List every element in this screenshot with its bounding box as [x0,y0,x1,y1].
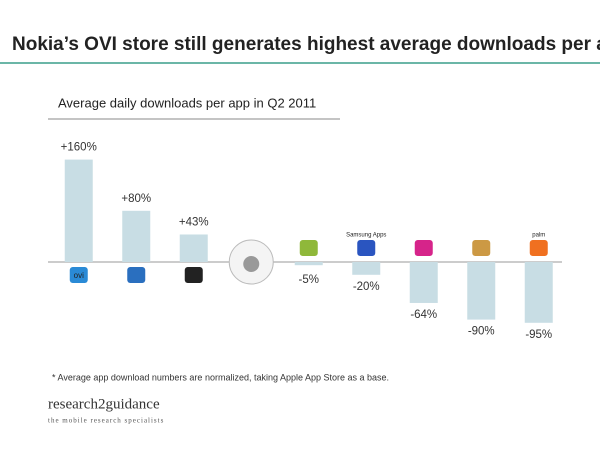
category-label: ovi [74,271,84,280]
store-icon [472,240,491,256]
value-label: -20% [353,281,380,293]
bar [352,262,381,275]
store-icon [127,267,146,283]
value-label: -64% [410,309,437,321]
bar [467,262,496,320]
chart-subtitle: Average daily downloads per app in Q2 20… [58,95,316,110]
bar [64,159,93,262]
apple-glyph [243,256,260,272]
brand-tagline: the mobile research specialists [48,417,164,425]
bar [294,262,323,266]
bar [179,234,208,262]
brand: research2guidance [48,396,160,412]
value-label: -95% [525,329,552,341]
store-icon [184,267,203,283]
bar [122,210,151,262]
chart-title: Nokia’s OVI store still generates highes… [12,34,600,55]
value-label: +80% [121,193,151,205]
value-label: +43% [179,217,209,229]
value-label: +160% [61,142,97,154]
store-icon [69,267,88,283]
store-icon [529,240,548,256]
bar [524,262,553,323]
value-label: -5% [299,274,319,286]
bar [409,262,438,303]
category-label: palm [532,233,545,239]
value-label: -90% [468,326,495,338]
footnote: * Average app download numbers are norma… [52,372,389,382]
store-icon [299,240,318,256]
store-icon [414,240,433,256]
store-icon [357,240,376,256]
category-label: Samsung Apps [346,233,386,239]
